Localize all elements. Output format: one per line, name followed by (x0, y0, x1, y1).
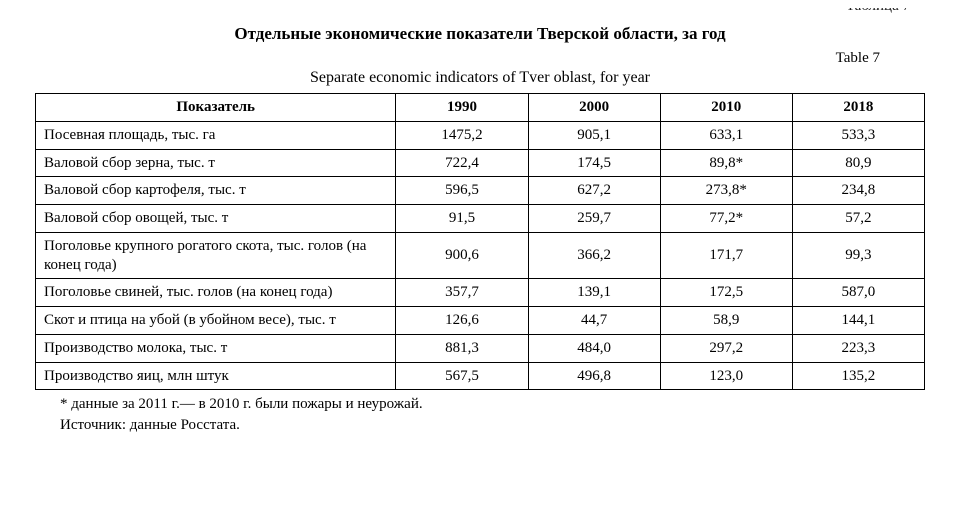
table-row: Валовой сбор зерна, тыс. т722,4174,589,8… (36, 149, 925, 177)
value-cell: 99,3 (792, 232, 924, 279)
table-header-row: Показатель 1990 2000 2010 2018 (36, 94, 925, 122)
source: Источник: данные Росстата. (60, 417, 940, 434)
value-cell: 80,9 (792, 149, 924, 177)
table-row: Производство молока, тыс. т881,3484,0297… (36, 334, 925, 362)
value-cell: 58,9 (660, 307, 792, 335)
table-row: Посевная площадь, тыс. га1475,2905,1633,… (36, 121, 925, 149)
indicator-cell: Валовой сбор овощей, тыс. т (36, 205, 396, 233)
value-cell: 57,2 (792, 205, 924, 233)
col-header-2000: 2000 (528, 94, 660, 122)
value-cell: 126,6 (396, 307, 528, 335)
indicator-cell: Поголовье свиней, тыс. голов (на конец г… (36, 279, 396, 307)
value-cell: 357,7 (396, 279, 528, 307)
table-body: Посевная площадь, тыс. га1475,2905,1633,… (36, 121, 925, 390)
table-label: Table 7 (20, 50, 940, 67)
value-cell: 135,2 (792, 362, 924, 390)
value-cell: 881,3 (396, 334, 528, 362)
table-row: Поголовье свиней, тыс. голов (на конец г… (36, 279, 925, 307)
value-cell: 77,2* (660, 205, 792, 233)
value-cell: 273,8* (660, 177, 792, 205)
value-cell: 596,5 (396, 177, 528, 205)
value-cell: 259,7 (528, 205, 660, 233)
value-cell: 144,1 (792, 307, 924, 335)
indicator-cell: Посевная площадь, тыс. га (36, 121, 396, 149)
indicator-cell: Производство яиц, млн штук (36, 362, 396, 390)
value-cell: 44,7 (528, 307, 660, 335)
value-cell: 484,0 (528, 334, 660, 362)
value-cell: 139,1 (528, 279, 660, 307)
title-russian: Отдельные экономические показатели Тверс… (20, 24, 940, 44)
value-cell: 900,6 (396, 232, 528, 279)
indicator-cell: Производство молока, тыс. т (36, 334, 396, 362)
value-cell: 91,5 (396, 205, 528, 233)
value-cell: 123,0 (660, 362, 792, 390)
title-english: Separate economic indicators of Tver obl… (20, 69, 940, 87)
value-cell: 722,4 (396, 149, 528, 177)
value-cell: 905,1 (528, 121, 660, 149)
col-header-indicator: Показатель (36, 94, 396, 122)
value-cell: 89,8* (660, 149, 792, 177)
value-cell: 366,2 (528, 232, 660, 279)
value-cell: 627,2 (528, 177, 660, 205)
footnote: * данные за 2011 г.— в 2010 г. были пожа… (60, 396, 940, 413)
col-header-2010: 2010 (660, 94, 792, 122)
table-row: Валовой сбор овощей, тыс. т91,5259,777,2… (36, 205, 925, 233)
indicators-table: Показатель 1990 2000 2010 2018 Посевная … (35, 93, 925, 390)
value-cell: 567,5 (396, 362, 528, 390)
value-cell: 533,3 (792, 121, 924, 149)
table-row: Скот и птица на убой (в убойном весе), т… (36, 307, 925, 335)
value-cell: 172,5 (660, 279, 792, 307)
col-header-2018: 2018 (792, 94, 924, 122)
indicator-cell: Поголовье крупного рогатого скота, тыс. … (36, 232, 396, 279)
indicator-cell: Валовой сбор зерна, тыс. т (36, 149, 396, 177)
indicator-cell: Валовой сбор картофеля, тыс. т (36, 177, 396, 205)
value-cell: 234,8 (792, 177, 924, 205)
value-cell: 223,3 (792, 334, 924, 362)
col-header-1990: 1990 (396, 94, 528, 122)
value-cell: 496,8 (528, 362, 660, 390)
table-row: Валовой сбор картофеля, тыс. т596,5627,2… (36, 177, 925, 205)
value-cell: 633,1 (660, 121, 792, 149)
table-row: Поголовье крупного рогатого скота, тыс. … (36, 232, 925, 279)
indicator-cell: Скот и птица на убой (в убойном весе), т… (36, 307, 396, 335)
value-cell: 174,5 (528, 149, 660, 177)
table-number-cut: Таблица 7 (20, 8, 940, 20)
table-row: Производство яиц, млн штук567,5496,8123,… (36, 362, 925, 390)
value-cell: 1475,2 (396, 121, 528, 149)
value-cell: 297,2 (660, 334, 792, 362)
value-cell: 587,0 (792, 279, 924, 307)
value-cell: 171,7 (660, 232, 792, 279)
